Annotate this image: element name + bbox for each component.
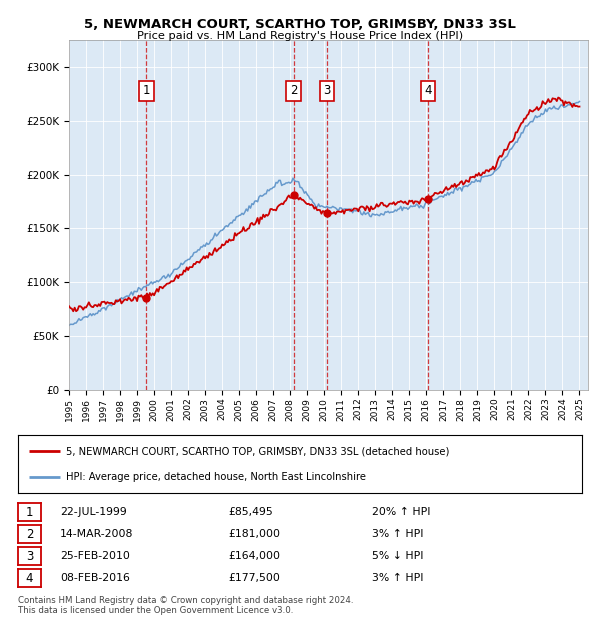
Text: 3% ↑ HPI: 3% ↑ HPI bbox=[372, 529, 424, 539]
Text: 22-JUL-1999: 22-JUL-1999 bbox=[60, 507, 127, 517]
Text: £181,000: £181,000 bbox=[228, 529, 280, 539]
Text: 08-FEB-2016: 08-FEB-2016 bbox=[60, 573, 130, 583]
Text: £85,495: £85,495 bbox=[228, 507, 273, 517]
Text: 14-MAR-2008: 14-MAR-2008 bbox=[60, 529, 133, 539]
Text: 20% ↑ HPI: 20% ↑ HPI bbox=[372, 507, 431, 517]
Text: 5, NEWMARCH COURT, SCARTHO TOP, GRIMSBY, DN33 3SL: 5, NEWMARCH COURT, SCARTHO TOP, GRIMSBY,… bbox=[84, 18, 516, 30]
Text: 3: 3 bbox=[26, 549, 33, 562]
Text: £164,000: £164,000 bbox=[228, 551, 280, 561]
Text: 5, NEWMARCH COURT, SCARTHO TOP, GRIMSBY, DN33 3SL (detached house): 5, NEWMARCH COURT, SCARTHO TOP, GRIMSBY,… bbox=[66, 446, 449, 456]
Text: 2: 2 bbox=[290, 84, 298, 97]
Text: £177,500: £177,500 bbox=[228, 573, 280, 583]
Text: 4: 4 bbox=[424, 84, 432, 97]
Text: 1: 1 bbox=[143, 84, 150, 97]
Text: Price paid vs. HM Land Registry's House Price Index (HPI): Price paid vs. HM Land Registry's House … bbox=[137, 31, 463, 41]
Text: 3% ↑ HPI: 3% ↑ HPI bbox=[372, 573, 424, 583]
Text: 5% ↓ HPI: 5% ↓ HPI bbox=[372, 551, 424, 561]
Text: HPI: Average price, detached house, North East Lincolnshire: HPI: Average price, detached house, Nort… bbox=[66, 472, 366, 482]
Text: 25-FEB-2010: 25-FEB-2010 bbox=[60, 551, 130, 561]
Text: Contains HM Land Registry data © Crown copyright and database right 2024.
This d: Contains HM Land Registry data © Crown c… bbox=[18, 596, 353, 615]
Text: 2: 2 bbox=[26, 528, 33, 541]
Text: 3: 3 bbox=[323, 84, 331, 97]
Text: 4: 4 bbox=[26, 572, 33, 585]
Text: 1: 1 bbox=[26, 505, 33, 518]
